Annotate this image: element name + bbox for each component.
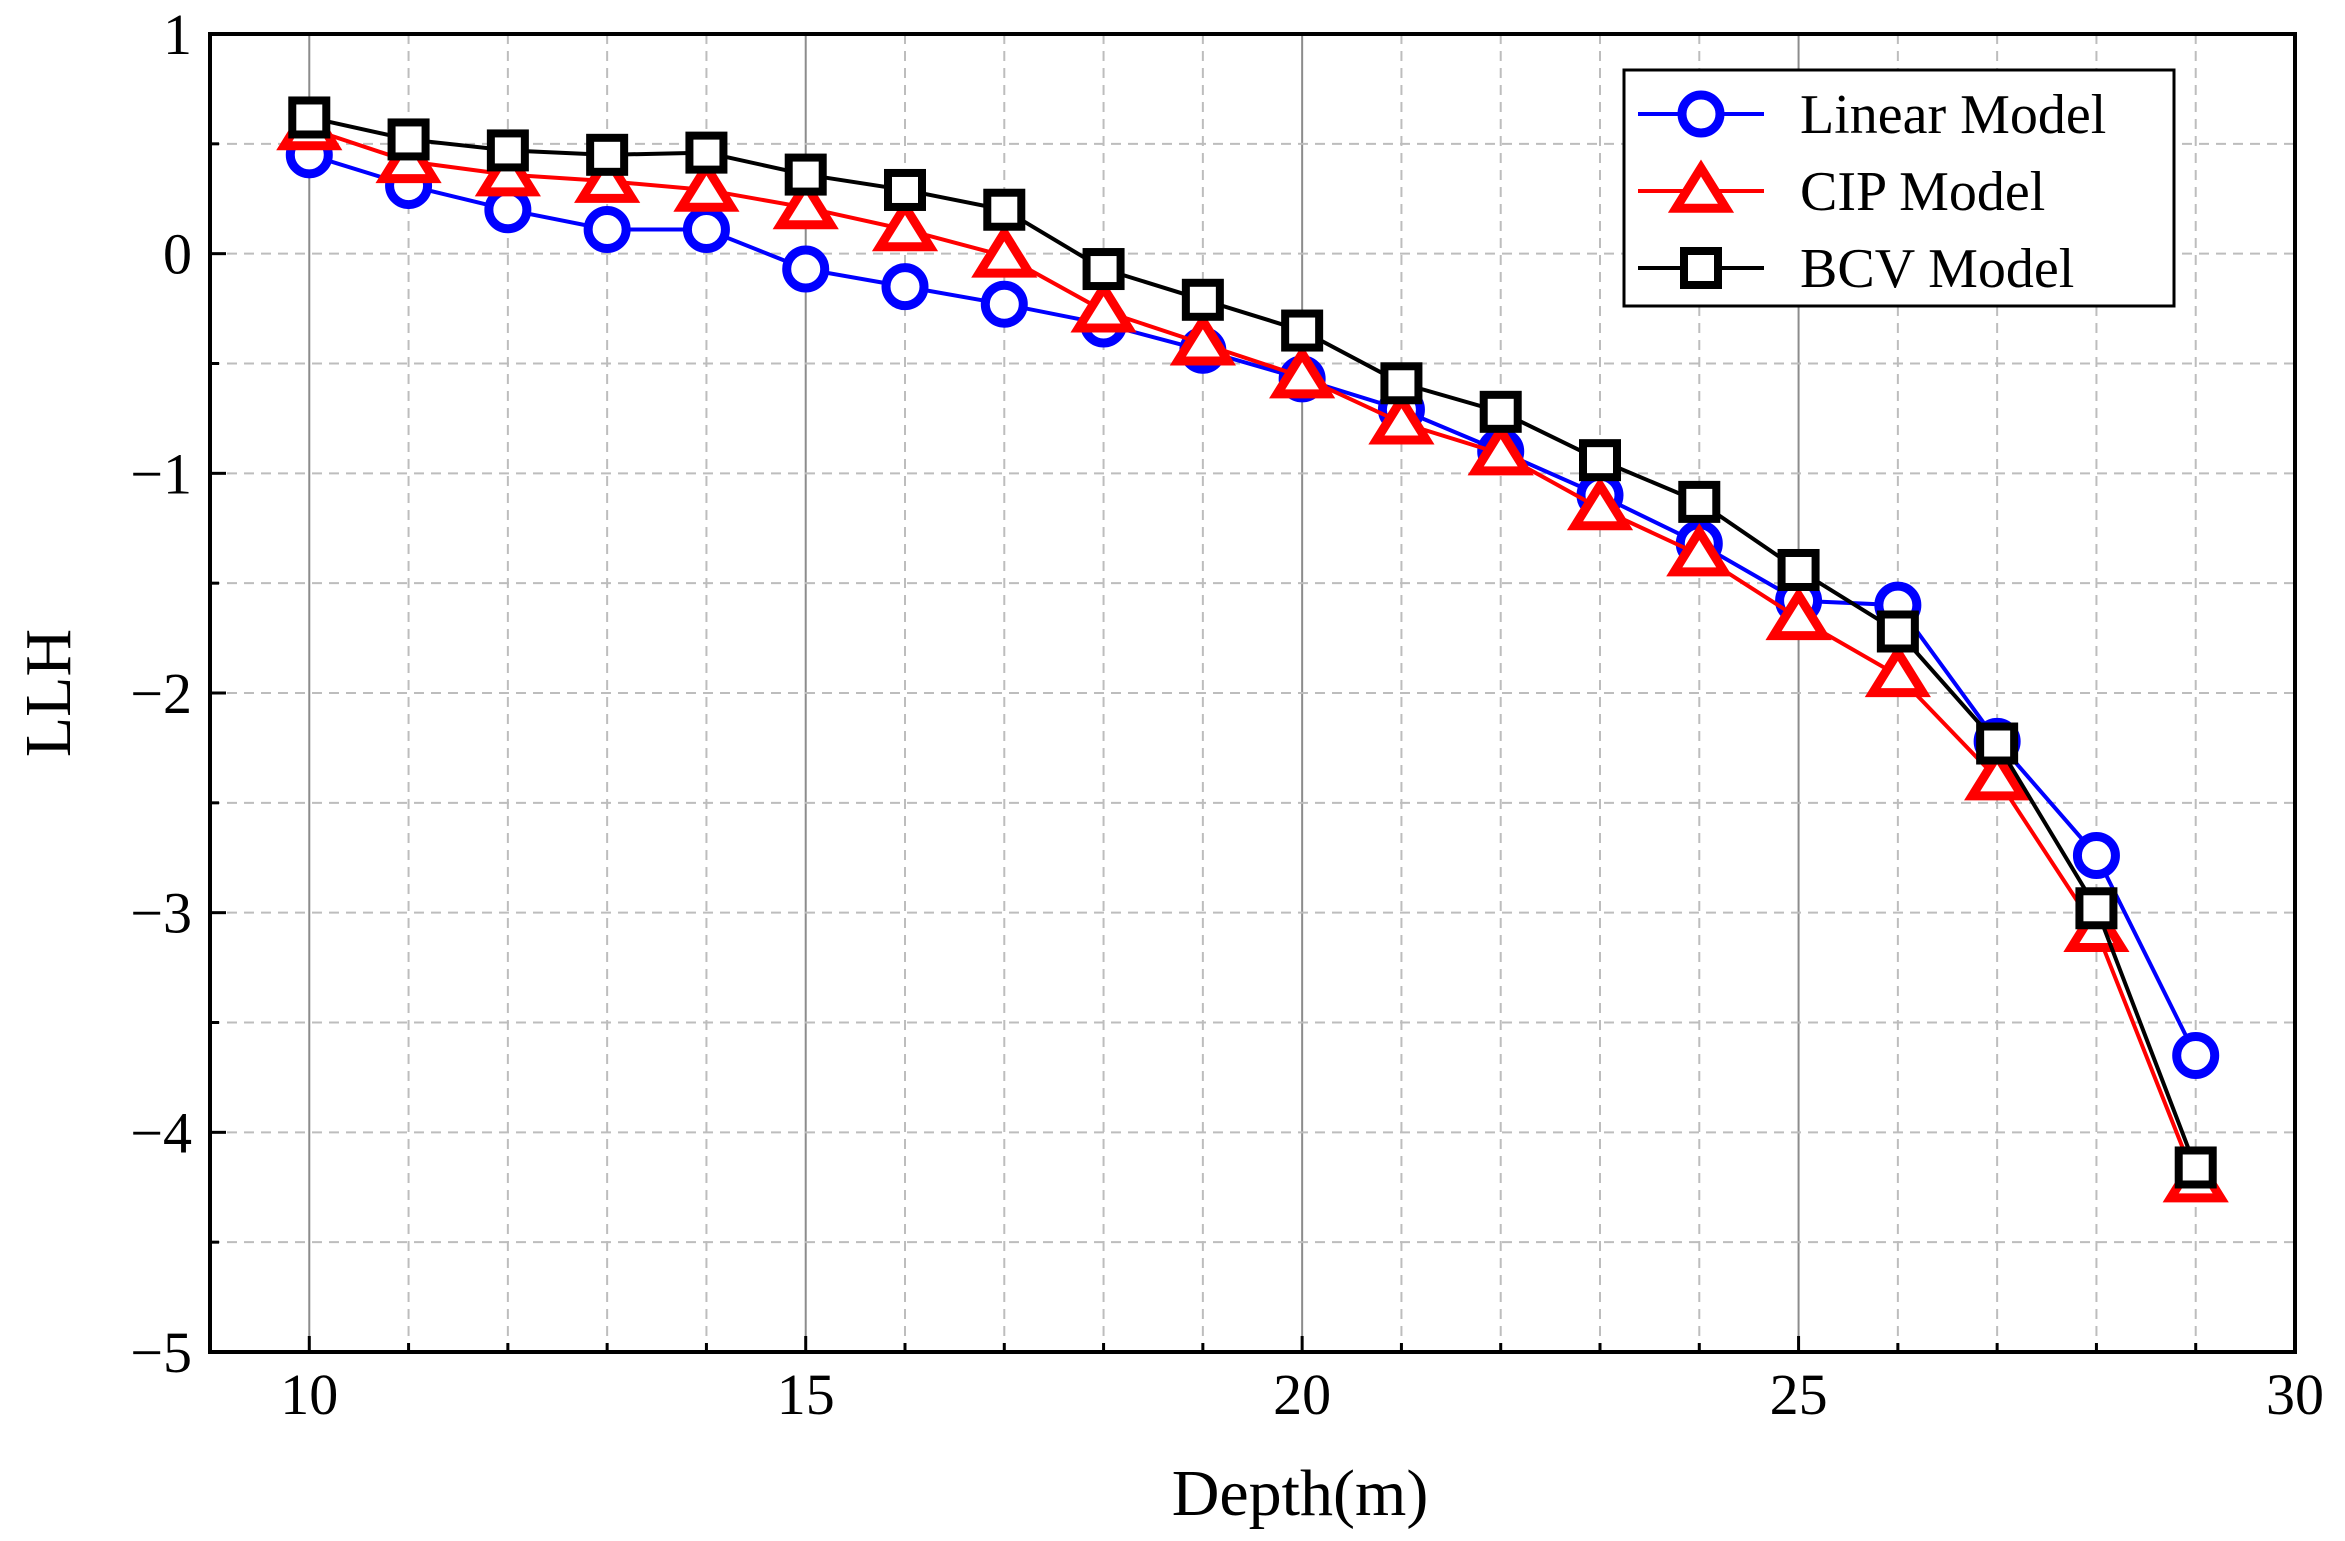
data-point [1269,345,1336,399]
data-point [971,224,1038,278]
data-point [1070,279,1137,333]
data-point [474,143,541,197]
grid [210,34,2295,1352]
data-point [1368,391,1435,445]
data-point [983,188,1026,231]
y-tick-label: 0 [163,222,192,287]
data-point [682,206,730,254]
y-tick-label: 1 [163,2,192,67]
data-point [1864,643,1931,698]
data-point [1579,439,1621,482]
data-point [784,153,827,196]
data-point [881,263,929,311]
y-tick-label: −3 [130,881,192,946]
data-point [586,133,629,176]
data-point [1281,309,1324,352]
legend-label: Linear Model [1800,84,2106,146]
data-point [583,206,631,254]
legend-entry: Linear Model [1638,84,2106,146]
data-point [1181,278,1224,321]
legend-marker [1680,247,1722,289]
x-tick-label: 30 [2266,1362,2324,1427]
data-point [1467,422,1534,476]
data-point [1678,480,1721,523]
y-tick-label: −1 [130,441,192,506]
data-point [1380,362,1423,405]
data-point [1964,747,2031,801]
x-tick-label: 25 [1770,1362,1828,1427]
legend-label: CIP Model [1800,161,2045,223]
series-layer [276,96,2229,1203]
legend: Linear Model CIP Model BCV Model [1622,68,2176,308]
ticks: 10 15 20 25 30 −5 −4 −3 −2 −1 0 1 [130,2,2324,1427]
legend-entry: BCV Model [1638,238,2074,300]
data-point [2075,887,2118,930]
data-point [772,176,839,230]
data-point [1169,312,1236,366]
data-point [1876,610,1919,653]
y-tick-label: −5 [130,1320,192,1385]
data-point [782,245,830,293]
legend-entry: CIP Model [1638,159,2045,223]
legend-label: BCV Model [1800,238,2074,300]
x-tick-label: 10 [280,1362,338,1427]
data-point [288,96,331,139]
data-point [1566,476,1634,531]
y-axis-title: LLH [12,629,85,757]
data-point [484,186,532,234]
data-point [486,129,529,172]
data-point [574,149,641,203]
data-point [1976,722,2019,765]
data-point [2172,1031,2220,1079]
data-point [1082,248,1125,291]
y-tick-label: −4 [130,1100,192,1165]
x-axis-title: Depth(m) [1172,1457,1429,1530]
x-tick-label: 15 [777,1362,835,1427]
data-point [2174,1146,2217,1189]
data-point [1765,586,1832,641]
series-square [288,96,2217,1189]
data-point [387,118,430,161]
data-point [1666,523,1733,577]
legend-marker [1667,159,1735,213]
data-point [871,197,939,252]
data-point [980,280,1028,328]
data-point [685,131,728,174]
data-point [1777,548,1820,591]
data-point [2072,832,2120,880]
data-point [673,158,740,212]
x-tick-label: 20 [1273,1362,1331,1427]
legend-marker [1677,90,1725,138]
y-tick-label: −2 [130,661,192,726]
data-point [1479,390,1522,433]
data-point [884,168,926,211]
